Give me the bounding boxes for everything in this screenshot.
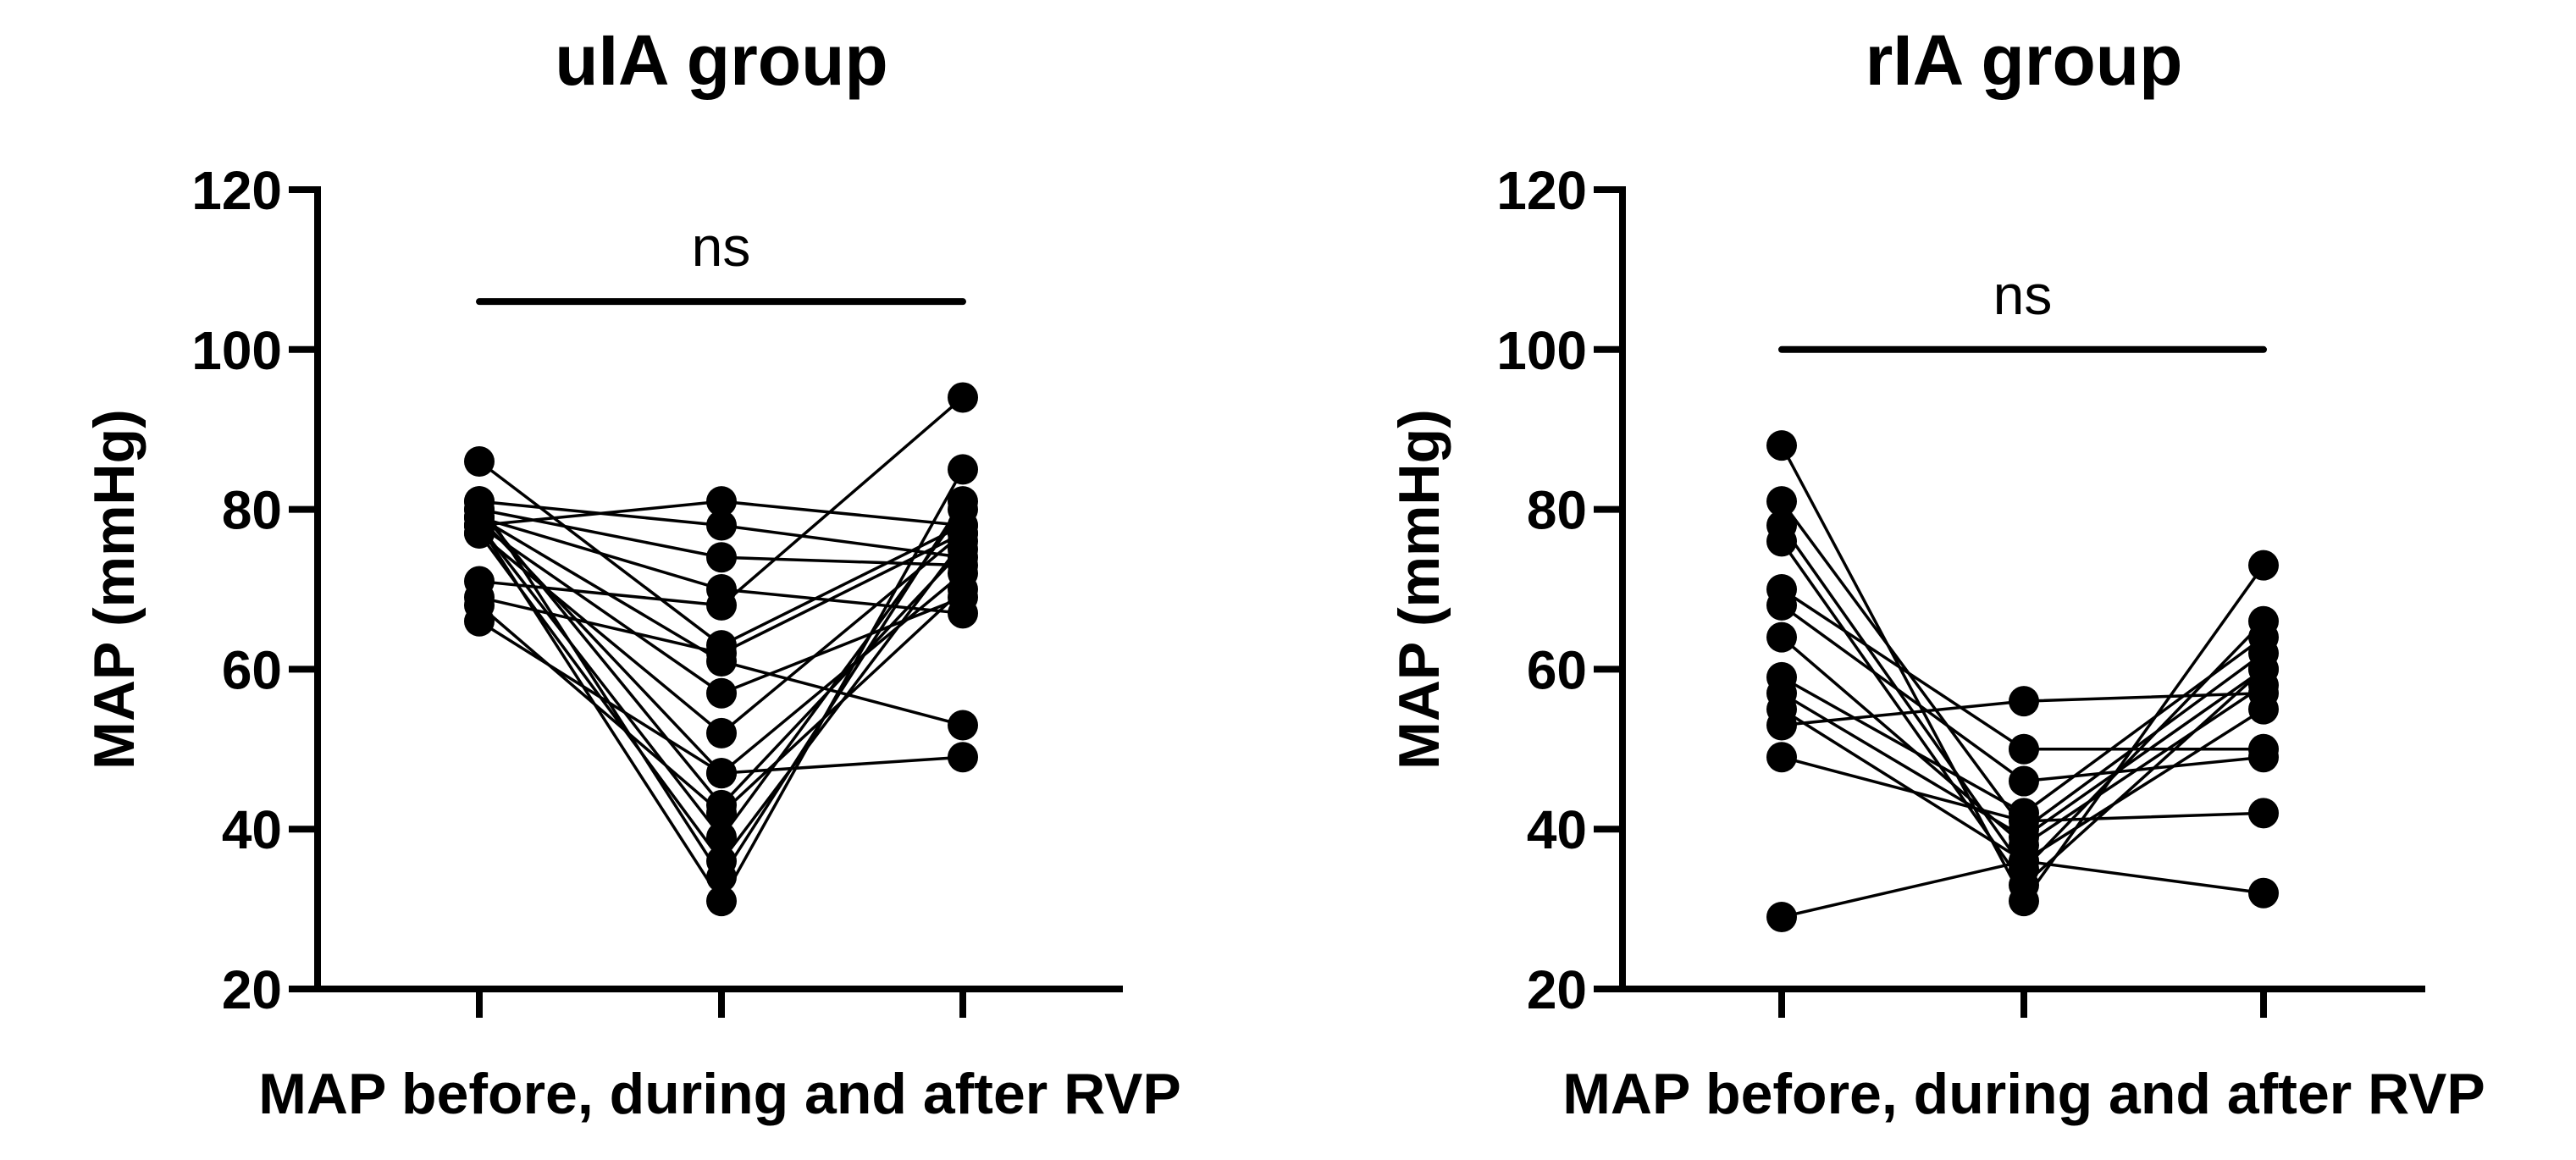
data-point-s13-after <box>948 486 978 517</box>
y-tick-label: 100 <box>191 320 282 381</box>
chart-uia-group: uIA group MAP (mmHg) MAP before, during an… <box>82 20 1181 1126</box>
data-point-s2-during <box>706 510 737 541</box>
x-axis-label: MAP before, during and after RVP <box>258 1062 1180 1126</box>
data-point-s14-after <box>948 454 978 485</box>
data-point-s18-before <box>464 605 495 637</box>
y-tick-label: 20 <box>222 959 282 1020</box>
data-point-s1-before <box>464 445 495 477</box>
y-tick-label: 80 <box>222 480 282 541</box>
data-point-s4-during <box>2009 870 2039 901</box>
data-point-s13-before <box>1766 902 1797 933</box>
data-point-s13-before <box>464 486 495 517</box>
significance-label: ns <box>1993 263 2053 326</box>
data-point-s7-before <box>1766 621 1797 653</box>
data-point-s15-during <box>706 589 737 621</box>
data-point-s6-before <box>1766 589 1797 621</box>
data-point-s7-during <box>706 677 737 709</box>
significance-label: ns <box>692 215 751 278</box>
data-point-s11-before <box>1766 710 1797 741</box>
data-point-s6-after <box>2248 742 2279 773</box>
data-point-s6-during <box>706 486 737 517</box>
data-point-s5-during <box>2009 733 2039 765</box>
data-point-s11-during <box>706 821 737 853</box>
y-axis-label: MAP (mmHg) <box>82 409 146 770</box>
y-tick-label: 60 <box>1527 639 1587 700</box>
data-point-s12-after <box>2248 798 2279 829</box>
x-axis-label: MAP before, during and after RVP <box>1562 1062 2485 1126</box>
data-point-s14-during <box>706 886 737 917</box>
data-point-s15-after <box>948 382 978 413</box>
y-tick-label: 60 <box>222 639 282 700</box>
data-point-s5-after <box>948 710 978 741</box>
data-point-s9-after <box>2248 654 2279 685</box>
data-point-s17-after <box>948 574 978 605</box>
data-point-s3-during <box>706 542 737 573</box>
chart-title: rIA group <box>1866 20 2183 100</box>
data-point-s4-before <box>1766 526 1797 557</box>
data-point-s18-after <box>948 742 978 773</box>
data-point-s13-during <box>2009 845 2039 876</box>
y-tick-label: 120 <box>1496 160 1587 221</box>
data-point-s6-during <box>2009 765 2039 797</box>
y-tick-label: 40 <box>1527 799 1587 860</box>
data-point-s1-after <box>2248 550 2279 581</box>
data-point-s13-after <box>2248 693 2279 725</box>
y-tick-label: 40 <box>222 799 282 860</box>
data-point-s12-during <box>2009 805 2039 837</box>
data-point-s1-before <box>1766 430 1797 461</box>
y-tick-label: 120 <box>191 160 282 221</box>
data-point-s11-during <box>2009 686 2039 717</box>
data-point-s10-after <box>2248 877 2279 909</box>
chart-title: uIA group <box>555 20 887 100</box>
data-point-s12-before <box>1766 742 1797 773</box>
series-points <box>464 382 978 917</box>
data-point-s16-after <box>948 517 978 549</box>
y-axis-label: MAP (mmHg) <box>1387 409 1451 770</box>
data-point-s16-during <box>706 638 737 669</box>
data-point-s18-during <box>706 758 737 789</box>
y-tick-label: 20 <box>1527 959 1587 1020</box>
data-point-s17-during <box>706 798 737 829</box>
y-tick-label: 100 <box>1496 320 1587 381</box>
series-line-s5 <box>1781 588 2264 751</box>
data-point-s14-before <box>464 510 495 541</box>
data-point-s8-during <box>706 717 737 748</box>
series-points <box>1766 430 2279 933</box>
data-point-s2-before <box>1766 486 1797 517</box>
data-point-s13-during <box>706 861 737 892</box>
data-point-s8-after <box>2248 621 2279 653</box>
y-tick-label: 80 <box>1527 480 1587 541</box>
chart-ria-group: rIA group MAP (mmHg) MAP before, during an… <box>1387 20 2485 1126</box>
